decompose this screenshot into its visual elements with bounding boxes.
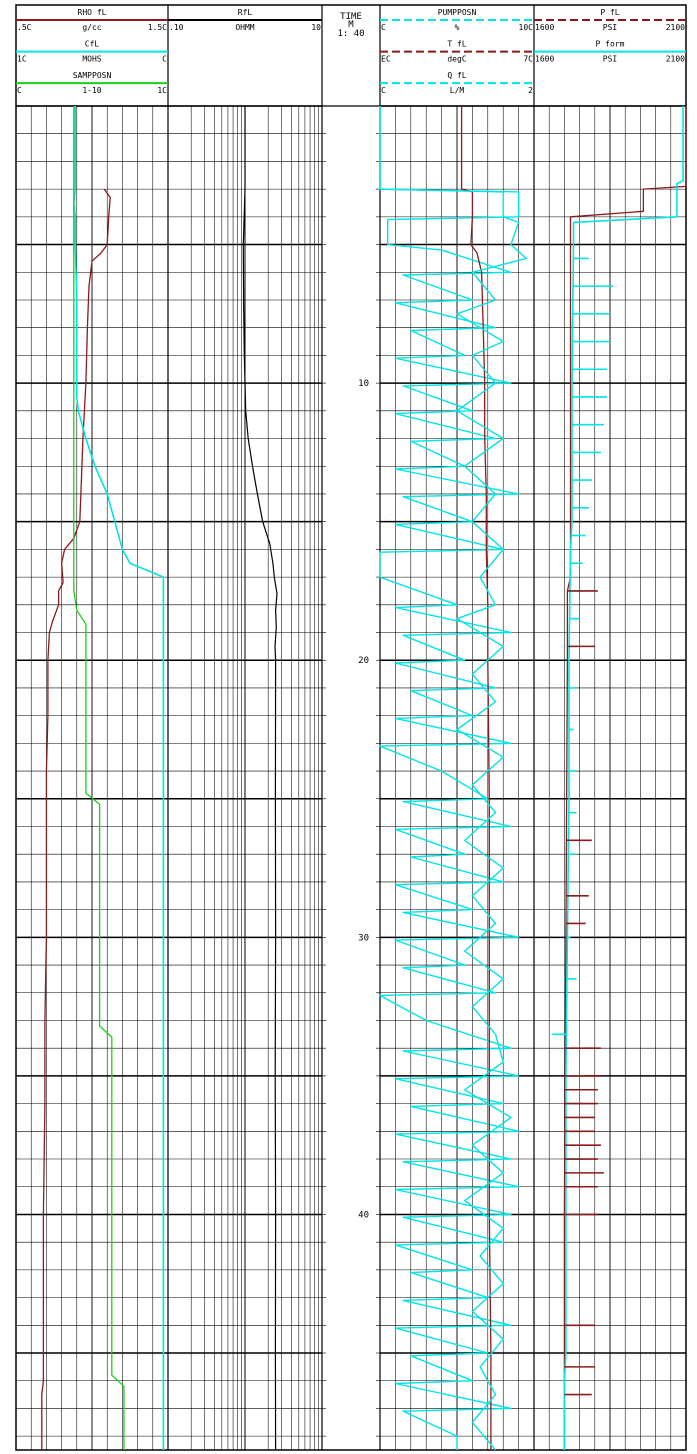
track1-curve-name: CfL [85,40,100,49]
track3-scale-min: EC [381,55,391,64]
track4-curve-unit: PSI [603,23,618,32]
curve-sampposn [73,106,125,1450]
track1-scale-max: 1C [157,86,167,95]
track1-scale-max: 1.5C [148,23,167,32]
time-title: TIME [340,12,362,22]
track4-scale-max: 2100 [666,23,685,32]
track4-scale-min: 1600 [535,23,554,32]
track4-curve-name: P fL [600,8,619,17]
track2-scale-max: 10 [311,23,321,32]
track1-curve-unit: 1-10 [82,86,101,95]
curve-t-fl [460,106,492,1450]
depth-label-layer: 10 20 30 40 [358,379,369,1220]
track3-curve-name: T fL [447,40,466,49]
track3-curve-unit: % [455,23,460,32]
curve-q-fl [379,106,527,1451]
depth-label: 40 [358,1210,369,1220]
track4-curve-unit: PSI [603,55,618,64]
curve-layer [41,106,687,1451]
track1-scale-min: C [17,86,22,95]
log-frame [15,4,687,1451]
track3-scale-min: C [381,23,386,32]
depth-label: 10 [358,379,369,389]
depth-label: 20 [358,656,369,666]
grid-layer [15,4,687,1451]
track4-scale-max: 2100 [666,55,685,64]
track3-curve-unit: degC [447,55,466,64]
track4-scale-min: 1600 [535,55,554,64]
curve-rfl [242,106,278,1451]
track3-curve-unit: L/M [450,86,465,95]
track1-scale-min: 1C [17,55,27,64]
track2-curve-unit: OHMM [235,23,254,32]
track1-scale-min: .5C [17,23,32,32]
track3-scale-min: C [381,86,386,95]
header-layer: RHO fL .5C g/cc 1.5C CfL 1C MOHS C SAMPPOSN C 1-10… [16,8,686,95]
track3-curve-name: PUMPPOSN [438,8,477,17]
time-unit: M [348,20,354,30]
track2-curve-name: RfL [238,8,253,17]
track3-curve-name: Q fL [447,71,466,80]
time-scale: 1: 40 [337,29,364,39]
track1-curve-unit: g/cc [82,23,101,32]
track3-scale-max: 10C [519,23,534,32]
track1-curve-name: RHO fL [78,8,107,17]
track1-scale-max: C [162,55,167,64]
track4-curve-name: P form [596,40,625,49]
track1-curve-unit: MOHS [82,55,101,64]
track1-curve-name: SAMPPOSN [73,71,112,80]
depth-label: 30 [358,933,369,943]
track3-scale-max: 7C [523,55,533,64]
track3-scale-max: 2 [528,86,533,95]
track2-scale-min: .10 [169,23,184,32]
curve-rho-fl [41,188,111,1450]
